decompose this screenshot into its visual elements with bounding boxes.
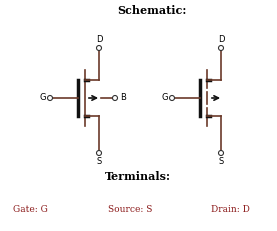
Text: Gate: G: Gate: G bbox=[12, 206, 47, 215]
Circle shape bbox=[219, 46, 224, 51]
Text: Schematic:: Schematic: bbox=[117, 4, 187, 15]
Text: B: B bbox=[120, 94, 126, 103]
Text: G: G bbox=[162, 94, 168, 103]
Text: S: S bbox=[96, 156, 102, 165]
Text: Source: S: Source: S bbox=[108, 206, 152, 215]
Circle shape bbox=[47, 95, 53, 100]
Circle shape bbox=[96, 46, 101, 51]
Text: Terminals:: Terminals: bbox=[105, 170, 171, 182]
Text: Drain: D: Drain: D bbox=[211, 206, 249, 215]
Text: D: D bbox=[218, 36, 224, 45]
Circle shape bbox=[96, 151, 101, 155]
Text: G: G bbox=[40, 94, 46, 103]
Circle shape bbox=[170, 95, 175, 100]
Text: S: S bbox=[218, 156, 224, 165]
Text: D: D bbox=[96, 36, 102, 45]
Circle shape bbox=[112, 95, 117, 100]
Circle shape bbox=[219, 151, 224, 155]
